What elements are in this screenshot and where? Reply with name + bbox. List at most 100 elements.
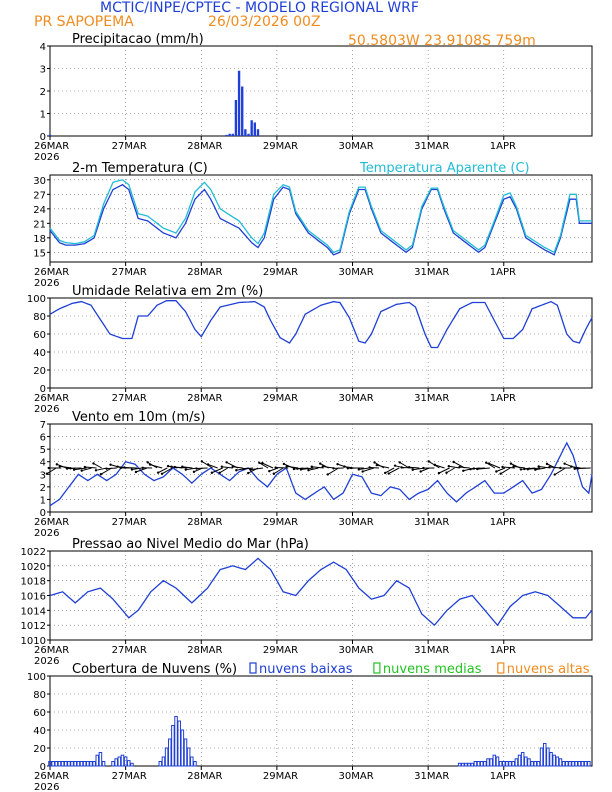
header-location: 50.5803W 23.9108S 759m xyxy=(348,33,536,49)
panel-title: Vento em 10m (m/s) xyxy=(72,410,205,425)
wind-barb-head xyxy=(247,471,250,475)
cloud-bar-0 xyxy=(117,756,122,767)
wind-barb-head xyxy=(501,465,504,469)
wind-barb-head xyxy=(398,461,401,464)
y-tick-label: 100 xyxy=(27,294,46,305)
wind-barb xyxy=(485,462,496,469)
wind-barb-head xyxy=(343,465,346,468)
wind-barb-head xyxy=(350,466,353,470)
x-tick-label: 28MAR xyxy=(187,771,222,782)
precip-bar xyxy=(244,129,247,136)
series-line-0 xyxy=(49,441,593,507)
cloud-bar-0 xyxy=(51,761,55,767)
x-tick-label: 28MAR xyxy=(187,141,222,152)
wind-barb-head xyxy=(452,460,455,464)
wind-barb-head xyxy=(419,470,422,473)
wind-barb-head xyxy=(134,470,138,474)
y-tick-label: 100 xyxy=(27,672,46,683)
cloud-bar-0 xyxy=(542,743,547,767)
series-line-0 xyxy=(49,300,593,349)
x-tick-label: 28MAR xyxy=(187,517,222,528)
cloud-bar-0 xyxy=(483,761,487,767)
cloud-bar-0 xyxy=(539,747,544,767)
x-axis-year: 2026 xyxy=(34,404,59,415)
wind-barb-head xyxy=(249,468,252,471)
wind-barb xyxy=(524,467,536,470)
x-axis-year: 2026 xyxy=(34,528,59,539)
x-tick-label: 31MAR xyxy=(414,141,449,152)
wind-barb-head xyxy=(69,467,72,470)
wind-barb xyxy=(376,464,390,469)
wind-barb-head xyxy=(72,468,76,471)
x-tick-label: 30MAR xyxy=(339,771,374,782)
wind-barb xyxy=(269,467,279,472)
cloud-bar-0 xyxy=(546,747,550,767)
wind-barb-head xyxy=(148,463,152,466)
legend-label: nuvens altas xyxy=(507,662,590,677)
cloud-bar-0 xyxy=(79,761,84,767)
cloud-bar-0 xyxy=(549,752,553,767)
wind-barb-head xyxy=(573,467,576,470)
wind-barb-head xyxy=(80,469,83,472)
x-tick-label: 1APR xyxy=(490,393,516,404)
panel-1: 15 18 21 24 27 30 26MAR 27MAR 28MAR 29MAR 30MAR 31M… xyxy=(33,161,593,289)
cloud-bar-0 xyxy=(60,761,65,767)
wind-barb-head xyxy=(375,463,378,467)
cloud-bar-0 xyxy=(552,754,556,767)
cloud-bar-0 xyxy=(101,761,106,767)
y-tick-label: 7 xyxy=(40,420,46,431)
legend-label: nuvens medias xyxy=(383,662,482,677)
cloud-bar-0 xyxy=(457,762,462,767)
x-tick-label: 31MAR xyxy=(414,771,449,782)
wind-barb-head xyxy=(512,465,515,468)
panel-title: 2-m Temperatura (C) xyxy=(72,161,208,176)
x-tick-label: 1APR xyxy=(490,771,516,782)
wind-barb-head xyxy=(231,465,234,468)
wind-barb xyxy=(438,467,450,474)
cloud-bar-0 xyxy=(186,747,191,767)
wind-barb xyxy=(297,467,309,470)
cloud-bar-0 xyxy=(489,758,493,767)
cloud-bar-0 xyxy=(492,754,497,767)
wind-barb-head xyxy=(319,462,322,465)
wind-barb xyxy=(273,467,284,475)
wind-barb xyxy=(358,467,369,470)
cloud-bar-0 xyxy=(527,758,531,767)
wind-barb xyxy=(207,463,218,469)
x-tick-label: 30MAR xyxy=(339,141,374,152)
wind-barb-head xyxy=(332,467,335,470)
wind-barb-head xyxy=(526,468,529,471)
wind-barb-head xyxy=(519,468,523,471)
wind-barb-head xyxy=(469,468,472,471)
cloud-bar-0 xyxy=(167,738,172,767)
wind-barb-head xyxy=(218,471,221,475)
wind-barb-head xyxy=(307,469,310,472)
cloud-bar-0 xyxy=(95,754,100,767)
y-tick-label: 1018 xyxy=(21,577,46,588)
wind-barb xyxy=(46,467,57,475)
wind-barb-head xyxy=(553,473,556,476)
wind-barb-head xyxy=(296,467,299,470)
x-tick-label: 31MAR xyxy=(414,267,449,278)
wind-barb-head xyxy=(487,462,491,465)
wind-barb-head xyxy=(437,471,441,475)
wind-barb xyxy=(135,467,148,473)
panel-title: Cobertura de Nuvens (%) xyxy=(72,662,237,677)
cloud-bar-0 xyxy=(508,761,512,767)
x-tick-label: 28MAR xyxy=(187,645,222,656)
panel-4: 1010 1012 1014 1016 1018 1020 1022 26MAR 27MAR 28… xyxy=(21,537,593,667)
wind-barb-head xyxy=(495,470,498,473)
wind-barb-head xyxy=(92,462,95,465)
x-tick-label: 27MAR xyxy=(112,517,147,528)
legend-box xyxy=(497,662,505,674)
wind-barb xyxy=(149,464,163,469)
cloud-bar-0 xyxy=(127,760,131,767)
wind-barb-head xyxy=(534,468,537,471)
y-tick-label: 0 xyxy=(40,132,46,143)
cloud-bar-0 xyxy=(190,756,194,767)
wind-barb-head xyxy=(292,467,296,471)
wind-barb-head xyxy=(220,465,224,468)
wind-barb-head xyxy=(261,461,264,465)
wind-barb-head xyxy=(170,465,173,468)
wind-barb-head xyxy=(242,467,245,471)
